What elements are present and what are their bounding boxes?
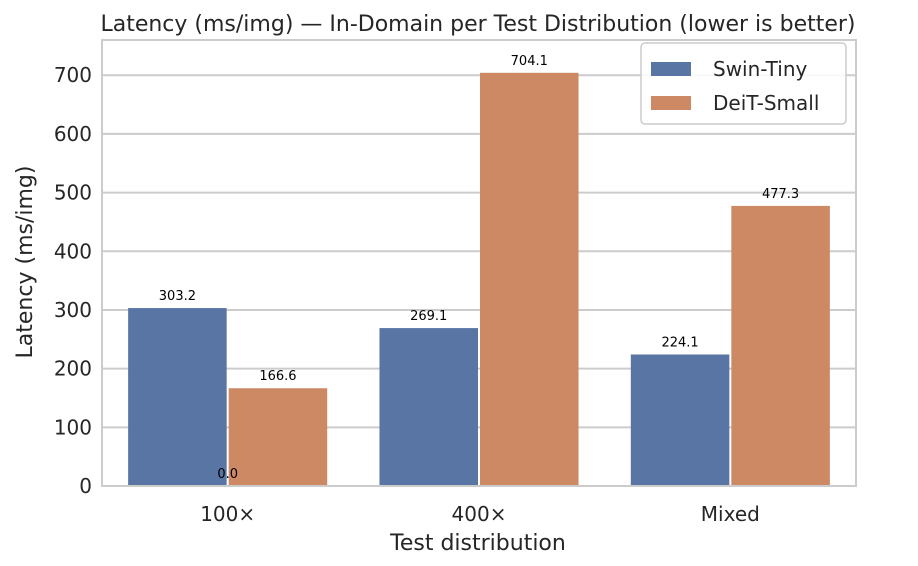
y-tick-label: 500 xyxy=(54,181,92,205)
bar-swin-tiny xyxy=(630,354,730,486)
x-tick-label: 400× xyxy=(452,502,507,526)
x-tick-label: Mixed xyxy=(701,502,760,526)
plot-frame xyxy=(101,39,857,487)
data-label: 166.6 xyxy=(259,369,296,384)
zero-annotation: 0.0 xyxy=(217,467,238,482)
x-axis-label: Test distribution xyxy=(389,531,566,556)
data-label: 704.1 xyxy=(511,54,548,69)
y-tick-label: 200 xyxy=(54,357,92,381)
data-label: 224.1 xyxy=(661,335,698,350)
data-labels-group: 303.2 166.6 269.1 704.1 224.1 477.3 0.0 xyxy=(159,54,799,482)
chart-title: Latency (ms/img) — In-Domain per Test Di… xyxy=(100,12,855,37)
bars-group xyxy=(128,72,830,486)
legend-swatch xyxy=(651,96,691,110)
data-label: 269.1 xyxy=(410,309,447,324)
y-tick-label: 300 xyxy=(54,298,92,322)
data-label: 303.2 xyxy=(159,289,196,304)
bar-swin-tiny xyxy=(379,328,478,486)
y-axis-label: Latency (ms/img) xyxy=(13,166,38,359)
y-tick-label: 0 xyxy=(79,474,92,498)
y-tick-label: 400 xyxy=(54,239,92,263)
x-tick-label: 100× xyxy=(200,502,255,526)
legend-label: DeiT-Small xyxy=(713,91,819,115)
y-tick-label: 600 xyxy=(54,122,92,146)
y-tick-label: 100 xyxy=(54,415,92,439)
bar-deit-small xyxy=(228,388,328,486)
legend-label: Swin-Tiny xyxy=(713,57,808,81)
y-tick-labels: 0 100 200 300 400 500 600 700 xyxy=(54,63,92,498)
legend-swatch xyxy=(651,62,691,76)
y-tick-label: 700 xyxy=(54,63,92,87)
x-tick-labels: 100× 400× Mixed xyxy=(200,502,760,526)
data-label: 477.3 xyxy=(762,187,799,202)
bar-swin-tiny xyxy=(128,308,227,486)
bar-deit-small xyxy=(731,205,830,486)
legend: Swin-Tiny DeiT-Small xyxy=(640,42,847,125)
legend-box xyxy=(640,42,847,125)
bar-deit-small xyxy=(480,72,579,486)
